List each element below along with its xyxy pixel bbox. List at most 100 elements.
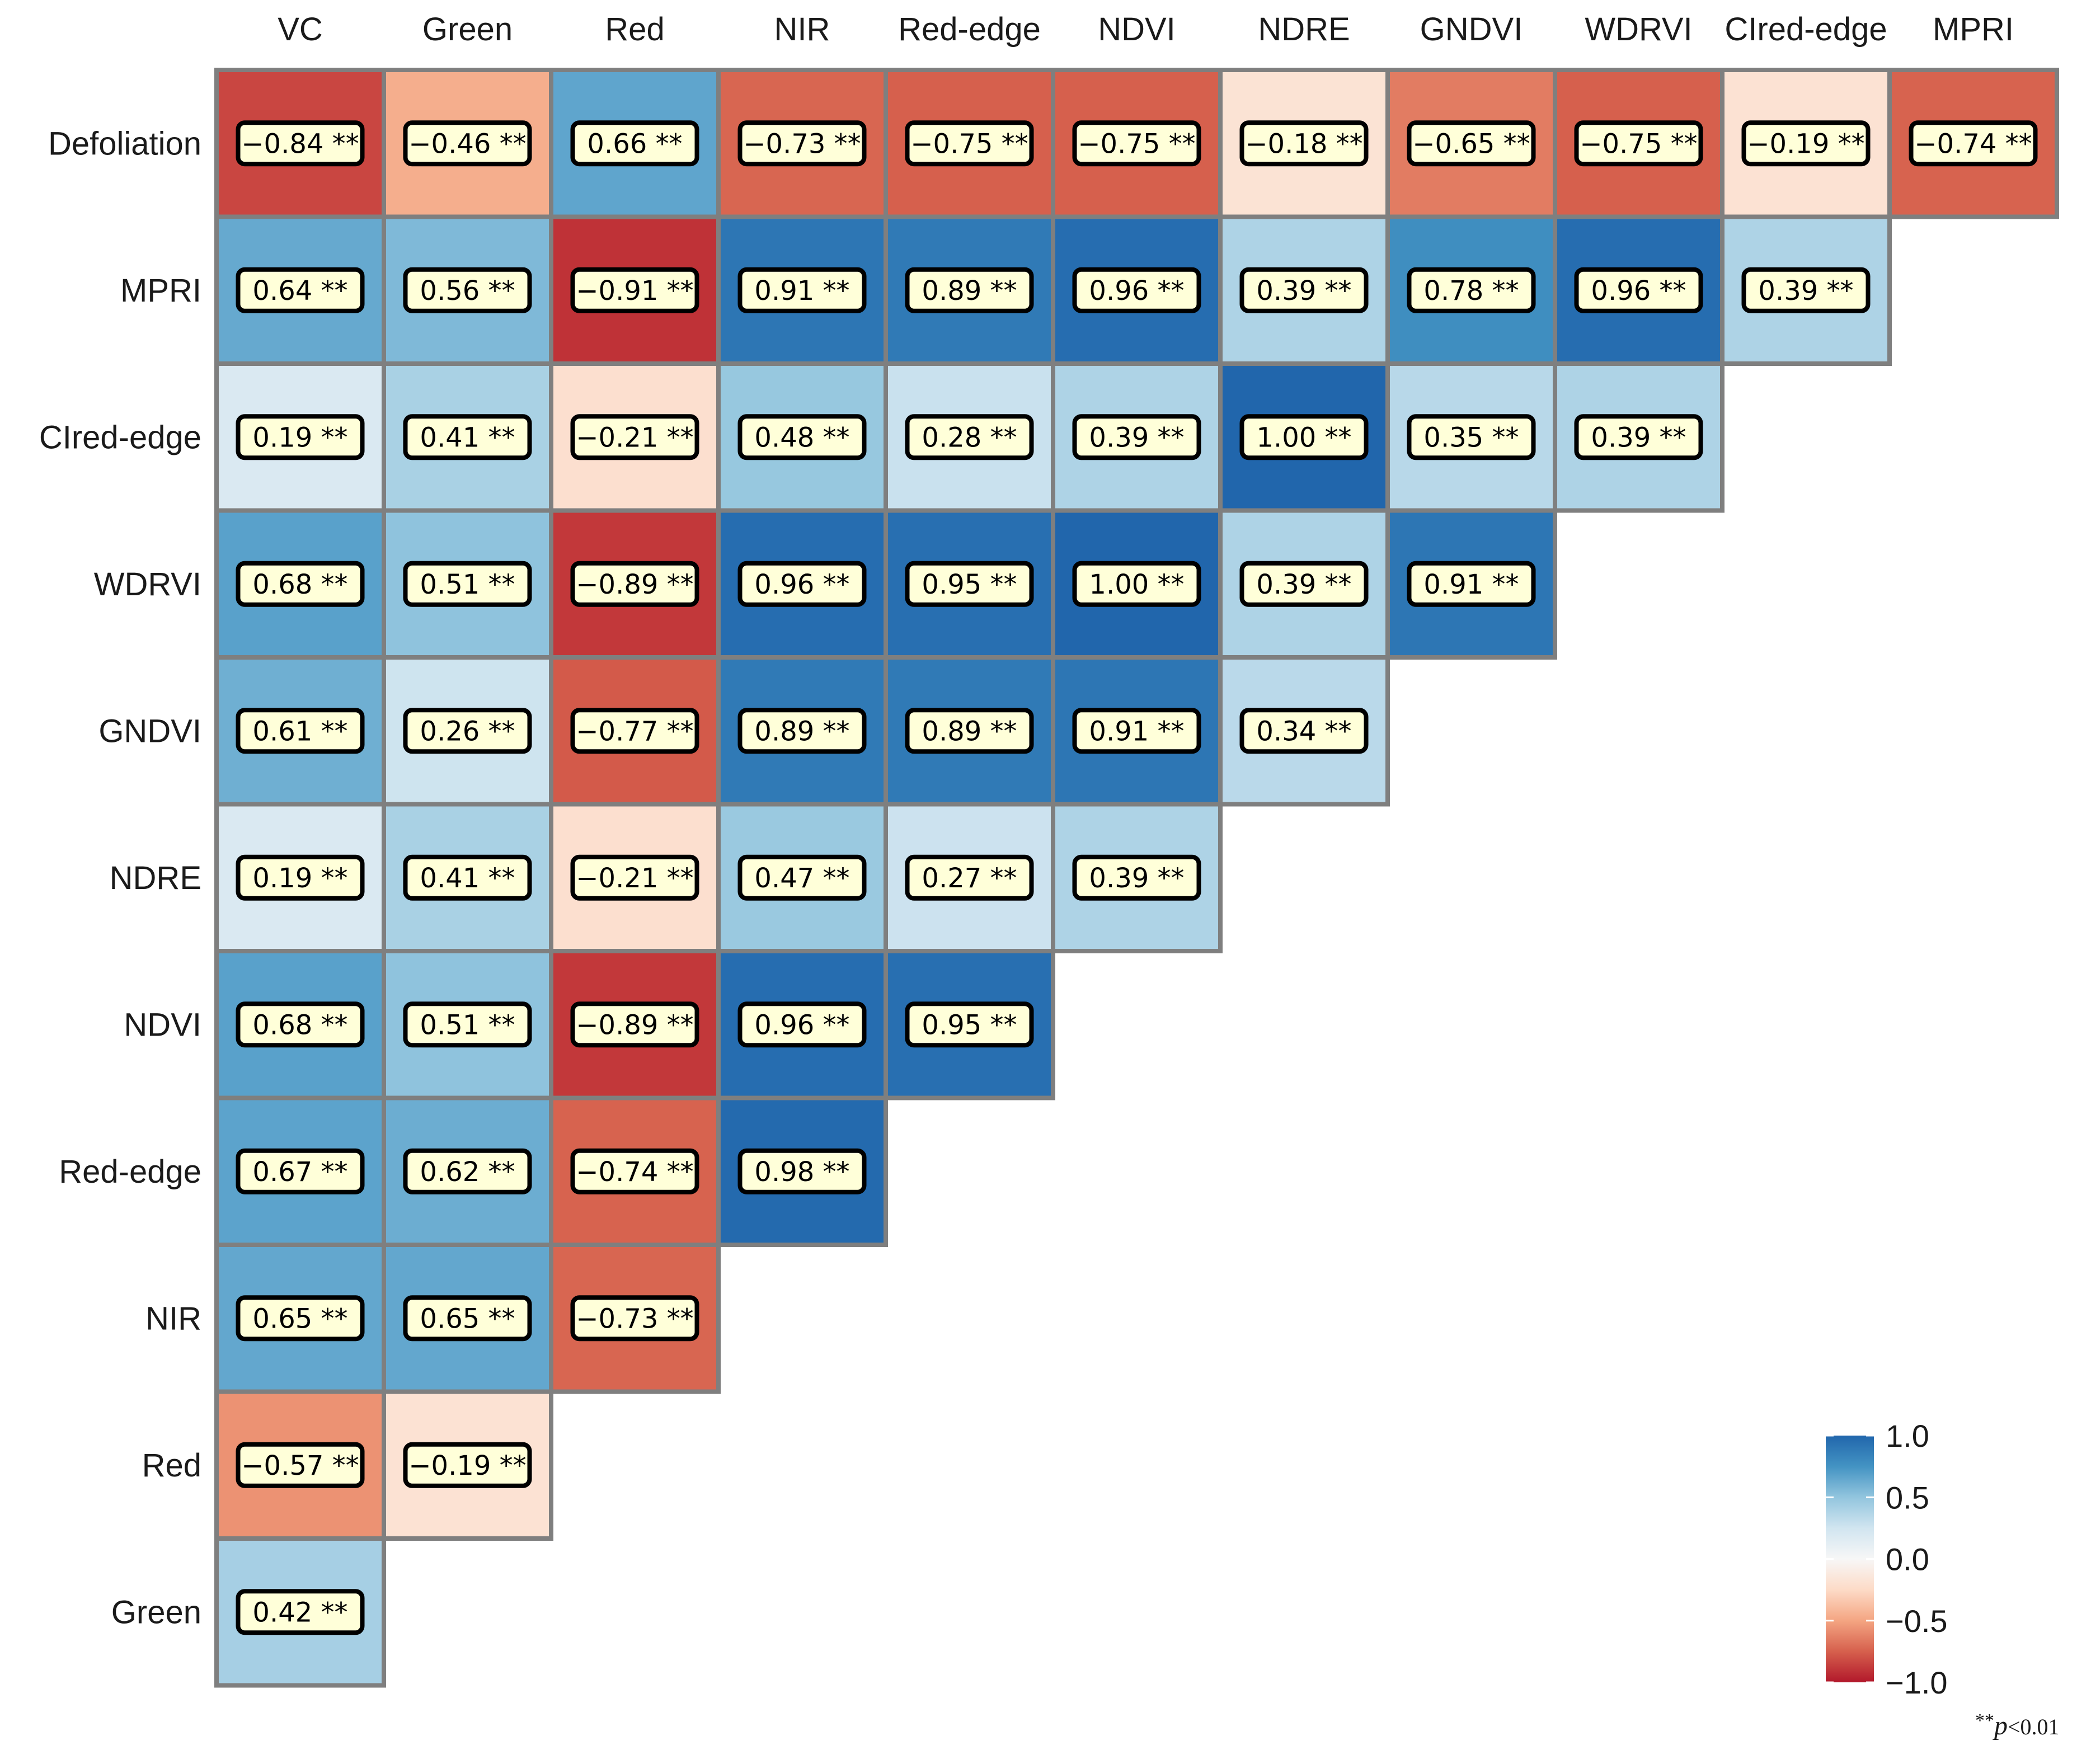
row-label: NIR: [145, 1300, 201, 1337]
cell-value-label: 0.41 **: [420, 422, 515, 453]
cell-label-box: [403, 414, 532, 460]
cell-value-label: 0.51 **: [420, 569, 515, 600]
cell-label-box: [905, 854, 1034, 901]
row-label: CIred-edge: [39, 419, 201, 455]
cell-label-box: [1407, 120, 1536, 167]
row-label: Green: [111, 1594, 201, 1630]
cell-label-box: [1239, 267, 1369, 313]
row-label: Defoliation: [48, 125, 201, 162]
svg-text:**p<0.01: **p<0.01: [1975, 1710, 2060, 1741]
cell-value-label: −0.91 **: [576, 275, 693, 307]
cell-label-box: [905, 708, 1034, 754]
cell-label-box: [570, 1295, 699, 1342]
column-label: Red: [605, 11, 664, 48]
footnote-threshold: <0.01: [2008, 1714, 2060, 1739]
cell-label-box: [236, 854, 365, 901]
cell-label-box: [1072, 561, 1201, 607]
cell-value-label: 0.27 **: [922, 863, 1017, 894]
cell-label-box: [1239, 561, 1369, 607]
cell-label-box: [1909, 120, 2038, 167]
cell-label-box: [403, 561, 532, 607]
cell-label-box: [403, 1442, 532, 1488]
legend-tick-label: 1.0: [1886, 1418, 1929, 1453]
cell-value-label: −0.57 **: [241, 1450, 359, 1481]
cell-label-box: [403, 1148, 532, 1194]
cell-value-label: −0.75 **: [1078, 128, 1195, 159]
color-legend: 1.0 0.5 0.0 −0.5 −1.0: [1826, 1418, 1948, 1700]
column-label: Green: [422, 11, 513, 48]
cell-value-label: 0.41 **: [420, 863, 515, 894]
cell-value-label: 0.42 **: [252, 1597, 347, 1628]
cell-value-label: 0.28 **: [922, 422, 1017, 453]
cell-value-label: 0.61 **: [252, 716, 347, 747]
cell-value-label: 0.64 **: [252, 275, 347, 307]
cell-label-box: [1407, 267, 1536, 313]
cell-value-label: −0.74 **: [576, 1156, 693, 1188]
cell-value-label: 0.26 **: [420, 716, 515, 747]
cell-label-box: [1574, 267, 1703, 313]
cell-label-box: [570, 414, 699, 460]
cell-label-box: [905, 120, 1034, 167]
cell-label-box: [737, 414, 867, 460]
cell-value-label: 0.91 **: [1423, 569, 1519, 600]
cell-label-box: [1072, 854, 1201, 901]
cell-label-box: [236, 1442, 365, 1488]
cell-value-label: 1.00 **: [1089, 569, 1184, 600]
row-label: GNDVI: [98, 713, 201, 749]
cell-label-box: [570, 708, 699, 754]
column-label: GNDVI: [1420, 11, 1523, 48]
column-label: VC: [278, 11, 323, 48]
cell-label-box: [236, 414, 365, 460]
cell-value-label: 0.96 **: [1089, 275, 1184, 307]
legend-tick-label: 0.0: [1886, 1542, 1929, 1577]
cell-value-label: −0.89 **: [576, 1009, 693, 1041]
cell-label-box: [737, 854, 867, 901]
cell-label-box: [570, 561, 699, 607]
cell-label-box: [403, 1001, 532, 1048]
cell-value-label: 0.39 **: [1256, 275, 1351, 307]
cell-value-label: 0.89 **: [754, 716, 849, 747]
cell-label-box: [1072, 267, 1201, 313]
cell-label-box: [905, 561, 1034, 607]
column-label: NIR: [774, 11, 830, 48]
cell-label-box: [1072, 120, 1201, 167]
cell-label-box: [737, 120, 867, 167]
cell-label-box: [236, 1148, 365, 1194]
cell-value-label: 0.95 **: [922, 1009, 1017, 1041]
cell-value-label: 0.67 **: [252, 1156, 347, 1188]
cell-value-label: 0.65 **: [252, 1303, 347, 1334]
cell-label-box: [737, 1001, 867, 1048]
cell-value-label: 1.00 **: [1256, 422, 1351, 453]
cell-label-box: [1741, 120, 1871, 167]
cell-label-box: [1574, 120, 1703, 167]
cell-value-label: 0.96 **: [754, 1009, 849, 1041]
column-labels: VC Green Red NIR Red-edge NDVI NDRE GNDVI WDRVI C…: [278, 11, 2014, 48]
cell-label-box: [1407, 414, 1536, 460]
cell-label-box: [570, 1148, 699, 1194]
cell-label-box: [570, 267, 699, 313]
cell-value-label: −0.75 **: [910, 128, 1028, 159]
cell-label-box: [403, 120, 532, 167]
row-label: MPRI: [120, 272, 201, 309]
legend-tick-label: −1.0: [1886, 1665, 1948, 1700]
cell-value-label: 0.35 **: [1423, 422, 1519, 453]
cell-label-box: [905, 1001, 1034, 1048]
cell-value-label: 0.51 **: [420, 1009, 515, 1041]
cell-value-label: −0.19 **: [1747, 128, 1864, 159]
cell-value-label: 0.96 **: [1591, 275, 1686, 307]
cell-value-label: 0.39 **: [1591, 422, 1686, 453]
row-label: WDRVI: [94, 566, 201, 603]
column-label: Red-edge: [898, 11, 1041, 48]
row-label: NDVI: [124, 1006, 201, 1043]
cell-value-label: −0.89 **: [576, 569, 693, 600]
cell-value-label: 0.68 **: [252, 569, 347, 600]
row-label: NDRE: [110, 860, 201, 896]
cell-value-label: −0.19 **: [408, 1450, 526, 1481]
cell-label-box: [1072, 414, 1201, 460]
cell-label-box: [905, 267, 1034, 313]
cell-value-label: −0.21 **: [576, 422, 693, 453]
cell-label-box: [236, 561, 365, 607]
cell-label-box: [905, 414, 1034, 460]
cell-value-label: 0.96 **: [754, 569, 849, 600]
